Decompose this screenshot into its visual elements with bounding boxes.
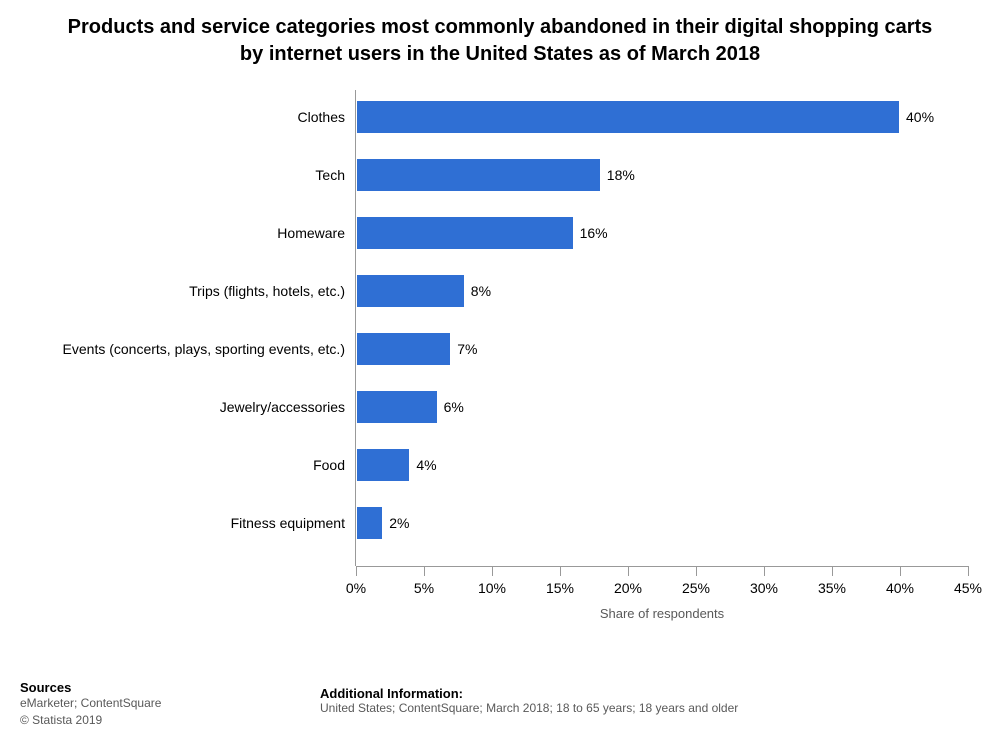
category-label: Jewelry/accessories [0, 399, 345, 415]
bar [356, 216, 574, 250]
additional-text: United States; ContentSquare; March 2018… [320, 701, 920, 715]
bar-value-label: 8% [471, 283, 491, 299]
bar [356, 274, 465, 308]
x-tick-mark [764, 566, 765, 576]
category-label: Clothes [0, 109, 345, 125]
chart-area: Clothes Tech Homeware Trips (flights, hotel… [0, 78, 1000, 638]
category-label: Fitness equipment [0, 515, 345, 531]
x-tick-label: 40% [886, 580, 914, 596]
x-tick-label: 15% [546, 580, 574, 596]
x-axis-label: Share of respondents [600, 606, 724, 621]
x-tick-label: 5% [414, 580, 434, 596]
bar-value-label: 2% [389, 515, 409, 531]
x-tick-label: 25% [682, 580, 710, 596]
bar [356, 100, 900, 134]
bar [356, 506, 383, 540]
x-tick-label: 45% [954, 580, 982, 596]
sources-text: eMarketer; ContentSquare [20, 695, 320, 712]
x-tick-label: 35% [818, 580, 846, 596]
x-tick-mark [696, 566, 697, 576]
bar-value-label: 40% [906, 109, 934, 125]
x-tick-mark [356, 566, 357, 576]
bar-value-label: 6% [444, 399, 464, 415]
bar-value-label: 7% [457, 341, 477, 357]
category-label: Events (concerts, plays, sporting events… [0, 341, 345, 357]
additional-heading: Additional Information: [320, 686, 920, 701]
x-tick-mark [424, 566, 425, 576]
x-tick-label: 20% [614, 580, 642, 596]
bar-value-label: 4% [416, 457, 436, 473]
bar-value-label: 16% [580, 225, 608, 241]
x-tick-mark [832, 566, 833, 576]
footer-additional: Additional Information: United States; C… [320, 686, 920, 729]
y-axis-line [355, 90, 356, 566]
category-label: Homeware [0, 225, 345, 241]
bar [356, 158, 601, 192]
category-label: Trips (flights, hotels, etc.) [0, 283, 345, 299]
bar [356, 448, 410, 482]
chart-title: Products and service categories most com… [0, 0, 1000, 74]
x-tick-mark [560, 566, 561, 576]
x-tick-label: 10% [478, 580, 506, 596]
category-label: Food [0, 457, 345, 473]
bar-value-label: 18% [607, 167, 635, 183]
bar [356, 332, 451, 366]
x-tick-mark [492, 566, 493, 576]
x-tick-label: 0% [346, 580, 366, 596]
x-tick-label: 30% [750, 580, 778, 596]
category-label: Tech [0, 167, 345, 183]
copyright-text: © Statista 2019 [20, 712, 320, 729]
bar [356, 390, 438, 424]
footer-sources: Sources eMarketer; ContentSquare © Stati… [20, 680, 320, 729]
x-tick-mark [968, 566, 969, 576]
sources-heading: Sources [20, 680, 320, 695]
x-axis-line [356, 566, 968, 567]
x-tick-mark [900, 566, 901, 576]
x-tick-mark [628, 566, 629, 576]
